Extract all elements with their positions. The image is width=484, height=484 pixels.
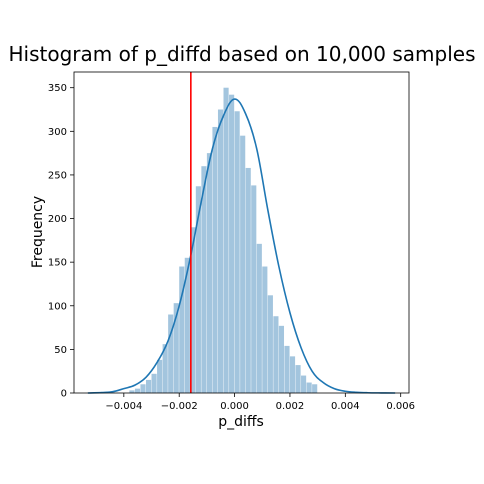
histogram-bar <box>284 345 290 393</box>
histogram-bar <box>301 375 307 393</box>
x-tick-label: 0.002 <box>276 401 305 412</box>
histogram-bar <box>184 257 190 393</box>
histogram-bar <box>295 365 301 393</box>
x-tick-label: 0.004 <box>331 401 360 412</box>
histogram-bar <box>129 390 135 393</box>
histogram-bar <box>289 356 296 393</box>
x-tick-label: −0.002 <box>161 401 198 412</box>
chart-title: Histogram of p_diffd based on 10,000 sam… <box>9 42 476 66</box>
histogram-bar <box>256 243 262 393</box>
y-tick-label: 350 <box>48 83 67 94</box>
histogram-bar <box>157 359 163 393</box>
y-axis-ticks: 0 50 100 150 200 250 300 350 <box>48 83 74 400</box>
y-tick-label: 300 <box>48 127 67 138</box>
histogram-bar <box>312 384 318 393</box>
x-tick-label: 0.006 <box>386 401 415 412</box>
y-tick-label: 100 <box>48 301 67 312</box>
histogram-bar <box>206 153 213 393</box>
histogram-bar <box>278 325 285 393</box>
histogram-bar <box>223 87 229 394</box>
histogram-bar <box>306 382 312 393</box>
histogram-bar <box>251 185 257 393</box>
histogram-bar <box>201 166 207 393</box>
histogram-bar <box>134 388 141 393</box>
y-axis-label: Frequency <box>30 196 46 268</box>
histogram-bar <box>217 109 224 394</box>
y-tick-label: 250 <box>48 170 67 181</box>
x-tick-label: 0.000 <box>220 401 249 412</box>
plot-area <box>73 71 410 394</box>
histogram-bar <box>190 227 196 393</box>
histogram-bar <box>140 384 146 393</box>
x-axis-ticks: −0.004 −0.002 0.000 0.002 0.004 0.006 <box>105 393 415 412</box>
y-tick-label: 150 <box>48 258 67 269</box>
axes-frame <box>73 71 410 394</box>
histogram-bar <box>168 314 174 393</box>
histogram-bar <box>240 135 246 393</box>
x-axis-label: p_diffs <box>218 414 264 430</box>
histogram-bar <box>151 373 157 393</box>
histogram-bar <box>145 379 152 393</box>
x-tick-label: −0.004 <box>105 401 142 412</box>
histogram-bar <box>212 126 218 394</box>
histogram-bar <box>173 303 179 393</box>
kde-curve <box>87 98 396 394</box>
histogram-bars <box>129 87 318 394</box>
histogram-bar <box>267 295 273 393</box>
histogram-bar <box>262 266 268 393</box>
histogram-bar <box>195 186 201 393</box>
y-tick-label: 50 <box>54 345 67 356</box>
histogram-bar <box>179 266 185 393</box>
y-tick-label: 0 <box>61 389 67 400</box>
histogram-bar <box>229 94 235 393</box>
y-tick-label: 200 <box>48 214 67 225</box>
histogram-bar <box>273 316 279 393</box>
histogram-bar <box>234 111 240 393</box>
histogram-bar <box>245 167 251 393</box>
histogram-bar <box>162 344 168 393</box>
